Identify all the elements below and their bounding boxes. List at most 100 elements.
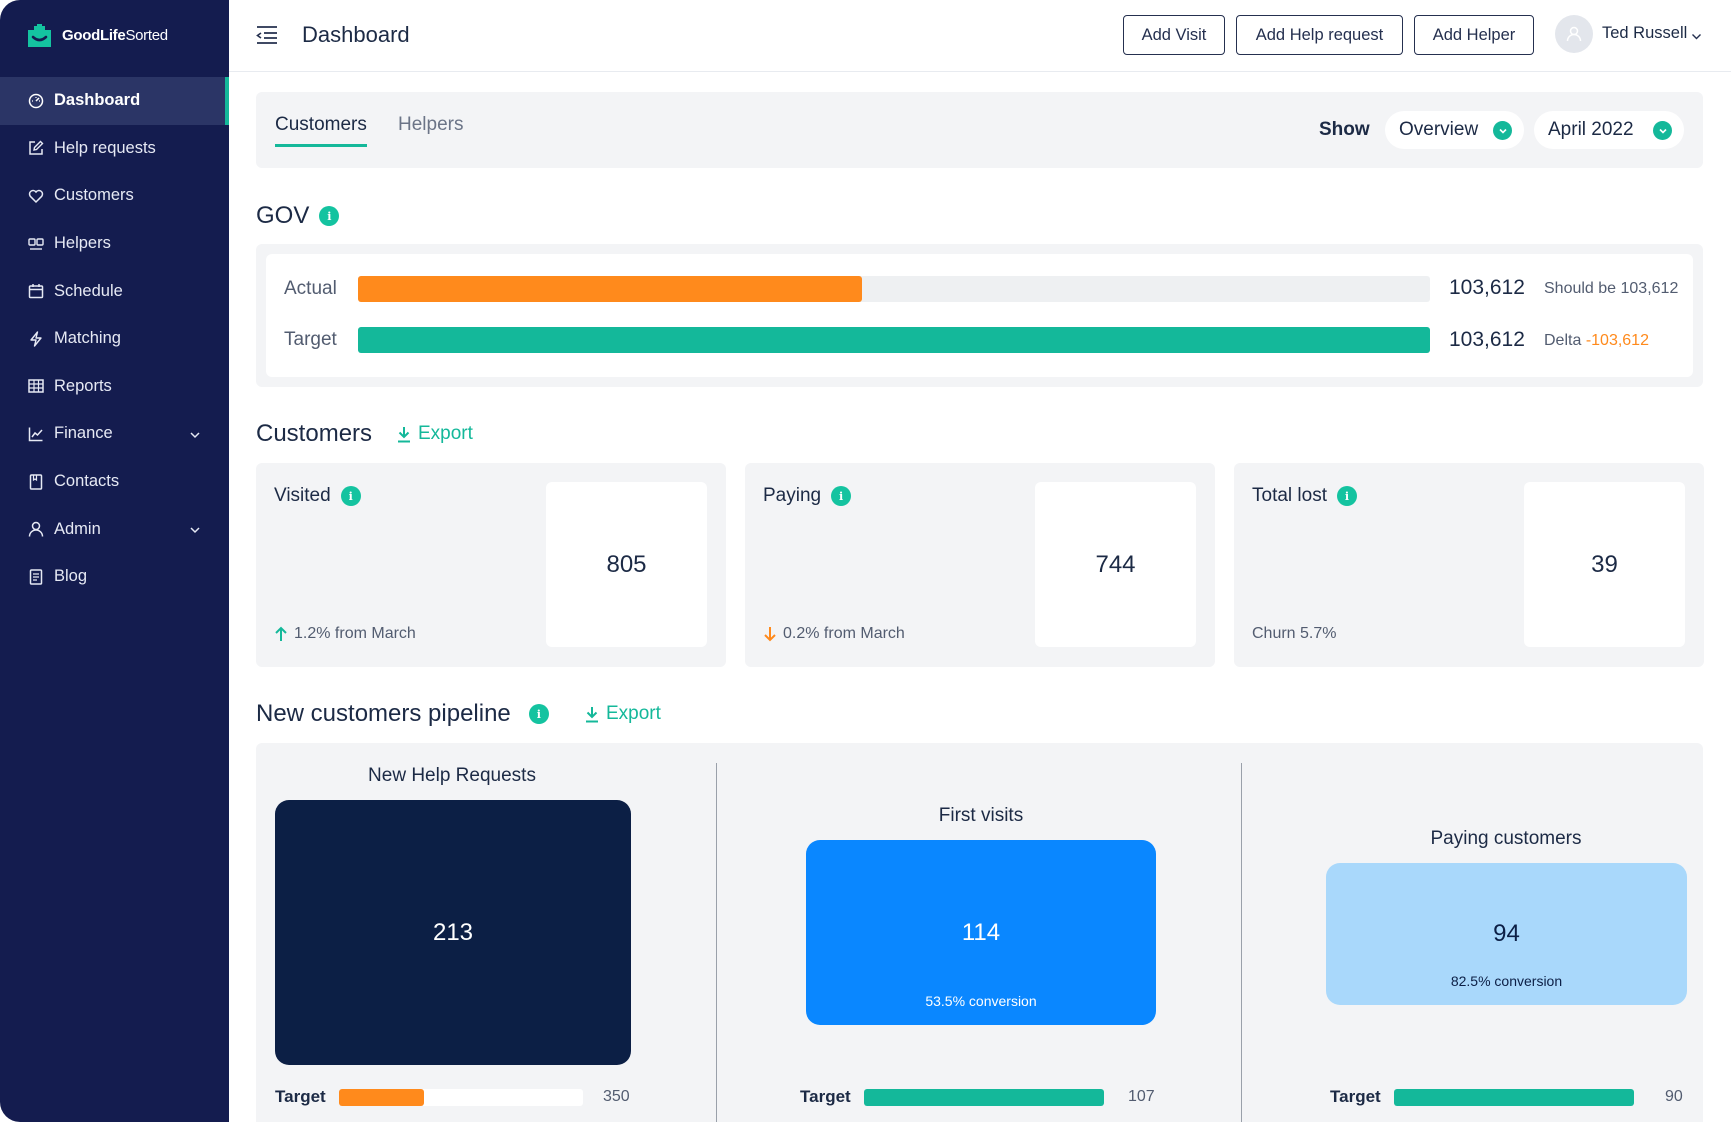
user-name[interactable]: Ted Russell [1602,24,1688,42]
kpi-footer-text: Churn 5.7% [1252,625,1337,642]
sidebar-item-label: Schedule [54,281,123,300]
info-icon[interactable]: i [319,206,340,226]
sidebar-item-customers[interactable]: Customers [0,172,229,220]
target-bar [864,1089,1104,1106]
target-label: Target [275,1087,326,1106]
table-icon [28,378,44,394]
add-help-request-button[interactable]: Add Help request [1236,15,1403,55]
divider [716,763,717,1122]
kpi-footer: 1.2% from March [274,625,416,643]
kpi-title: Total lost i [1252,485,1357,507]
sidebar-item-label: Finance [54,424,113,443]
sidebar-item-label: Matching [54,329,121,348]
calendar-icon [28,283,44,299]
pipeline-section-title: New customers pipeline i [256,700,549,728]
logo[interactable]: GoodLifeSorted [26,20,168,50]
sidebar-item-label: Customers [54,186,134,205]
add-visit-button[interactable]: Add Visit [1123,15,1225,55]
chart-icon [28,426,44,442]
sidebar-item-admin[interactable]: Admin [0,505,229,553]
gov-target-value: 103,612 [1449,328,1525,351]
chevron-down-icon[interactable] [189,522,201,534]
avatar[interactable] [1555,15,1593,53]
sidebar-item-contacts[interactable]: Contacts [0,458,229,506]
gov-actual-bar-fill [358,276,862,302]
gov-section-title: GOV i [256,202,340,230]
brand-name: GoodLifeSorted [62,26,168,44]
sidebar-item-schedule[interactable]: Schedule [0,267,229,315]
kpi-title: Paying i [763,485,852,507]
logo-house-icon [26,22,53,49]
target-bar-fill [1394,1089,1634,1106]
stage-value: 94 [1493,920,1520,947]
tab-customers[interactable]: Customers [275,114,367,147]
page-title: Dashboard [302,22,410,47]
info-icon[interactable]: i [831,486,852,506]
kpi-title: Visited i [274,485,361,507]
arrow-up-icon [275,626,287,641]
pipeline-panel: New Help Requests 213 Target 350 First v… [256,743,1703,1122]
kpi-card-total-lost: Total lost i 39 Churn 5.7% [1234,463,1704,667]
delta-value: -103,612 [1585,332,1649,349]
gov-card: Actual 103,612 Should be 103,612 Target … [266,254,1693,377]
sidebar-item-blog[interactable]: Blog [0,553,229,601]
chevron-down-icon [1653,121,1672,140]
gov-actual-label: Actual [284,278,337,299]
top-bar: Dashboard Add Visit Add Help request Add… [229,0,1731,72]
target-label: Target [800,1087,851,1106]
view-select-value: Overview [1399,119,1479,140]
sidebar-item-label: Dashboard [54,91,141,110]
helpers-icon [28,236,44,252]
sidebar-item-helpers[interactable]: Helpers [0,220,229,268]
stage-box-paying-customers[interactable]: 94 82.5% conversion [1326,863,1687,1005]
target-label: Target [1330,1087,1381,1106]
sidebar-item-label: Helpers [54,234,111,253]
tab-helpers[interactable]: Helpers [398,114,464,135]
sidebar-item-finance[interactable]: Finance [0,410,229,458]
target-bar [339,1089,583,1106]
export-label: Export [606,703,661,724]
stage-value: 114 [961,918,1001,946]
sidebar-item-matching[interactable]: Matching [0,315,229,363]
stage-box-new-help-requests[interactable]: 213 [275,800,631,1065]
sidebar-nav: Dashboard Help requests Customers Helper… [0,77,229,601]
stage-conversion: 82.5% conversion [1450,973,1563,989]
gov-actual-value: 103,612 [1449,276,1525,299]
info-icon[interactable]: i [340,486,361,506]
kpi-footer-text: 1.2% from March [294,625,416,642]
stage-label: New Help Requests [368,765,536,786]
menu-collapse-icon[interactable] [256,24,278,46]
customers-export-button[interactable]: Export [397,423,473,445]
chevron-down-icon [1493,121,1512,140]
customers-section-title: Customers [256,420,373,447]
kpi-footer: Churn 5.7% [1252,625,1337,643]
view-select[interactable]: Overview [1385,111,1524,149]
pipeline-title: New customers pipeline [256,700,511,727]
sidebar-item-label: Admin [54,519,101,538]
gov-target-bar [358,327,1430,353]
pipeline-export-button[interactable]: Export [585,703,661,725]
kpi-card-paying: Paying i 744 0.2% from March [745,463,1215,667]
sidebar-item-help-requests[interactable]: Help requests [0,125,229,173]
target-value: 350 [603,1088,630,1105]
edit-icon [28,140,44,156]
sidebar-item-label: Help requests [54,138,156,157]
stage-box-first-visits[interactable]: 114 53.5% conversion [806,840,1156,1025]
gov-actual-bar [358,276,1430,302]
kpi-title-text: Total lost [1252,485,1327,506]
info-icon[interactable]: i [528,704,549,724]
sidebar-item-dashboard[interactable]: Dashboard [0,77,229,125]
show-label: Show [1319,119,1370,140]
contacts-icon [28,473,44,490]
gov-title: GOV [256,202,310,229]
chevron-down-icon[interactable] [1691,29,1702,40]
period-select[interactable]: April 2022 [1534,111,1684,149]
add-helper-button[interactable]: Add Helper [1414,15,1534,55]
sidebar-item-reports[interactable]: Reports [0,363,229,411]
info-icon[interactable]: i [1336,486,1357,506]
target-bar-fill [339,1089,425,1106]
target-bar [1394,1089,1634,1106]
dashboard-icon [28,93,44,109]
delta-label: Delta [1544,332,1582,349]
chevron-down-icon[interactable] [189,427,201,439]
